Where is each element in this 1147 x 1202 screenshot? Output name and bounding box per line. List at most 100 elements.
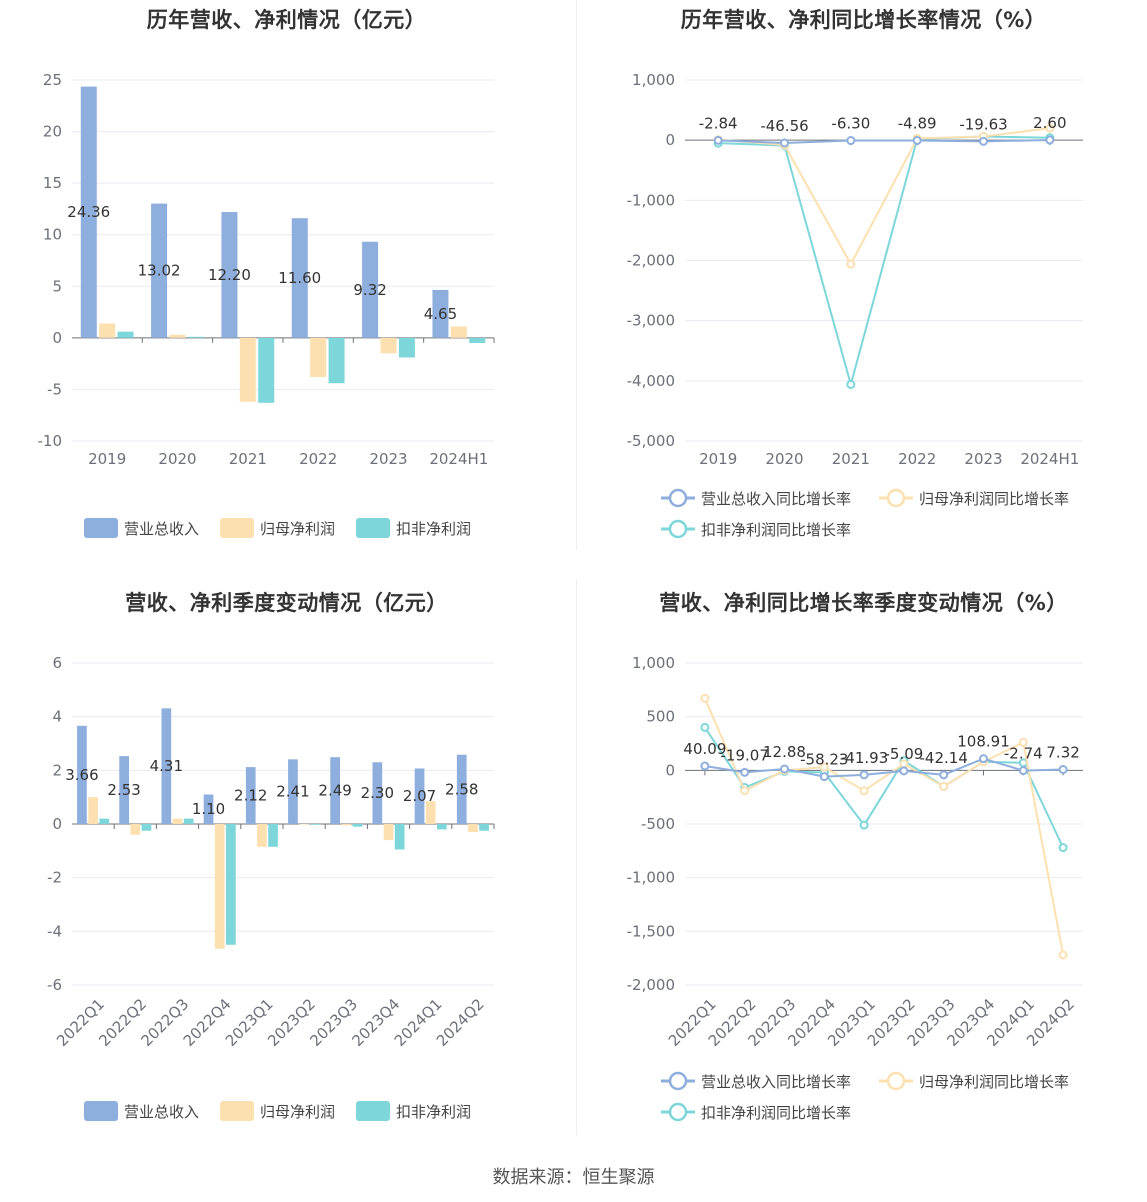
bar-net-profit [468,824,478,833]
bar-revenue [288,759,298,824]
bar-net-profit [88,797,98,824]
data-label: 3.66 [65,766,98,784]
bar-deducted-profit [226,824,236,945]
bar-deducted-profit [117,331,134,338]
data-point [700,693,710,703]
y-tick-label: -5,000 [627,432,675,450]
bar-revenue [161,708,172,824]
x-tick-label: 2023 [369,450,407,468]
legend-swatch [220,1101,254,1121]
annual-values-chart: 25 20 15 10 5 0 -5 -10 2019 2020 2021 2022 2023 2024H… [38,71,495,538]
legend-label: 扣非净利润同比增长率 [701,521,851,539]
bar-net-profit [380,337,397,354]
x-tick-label: 2024H1 [429,450,488,468]
y-tick-label: -500 [641,815,675,833]
y-tick-label: -6 [47,976,62,994]
data-label: 7.32 [1046,744,1079,762]
y-tick-label: 0 [665,761,675,779]
y-tick-label: 0 [52,329,62,347]
bar-net-profit [172,818,183,824]
data-point [899,766,909,776]
data-label: -19.07 [721,746,769,764]
data-label: 11.60 [278,269,321,287]
data-label: 40.09 [683,740,726,758]
bar-deducted-profit [258,337,275,403]
source-footer: 数据来源：恒生聚源 [492,1167,655,1188]
data-label: 24.36 [67,203,110,221]
legend-label: 扣非净利润同比增长率 [701,1104,851,1122]
bar-deducted-profit [398,337,415,358]
series-line [718,135,1050,389]
data-point [700,761,710,771]
bar-revenue [80,86,97,338]
data-point [939,781,949,791]
x-tick-label: 2021 [229,450,267,468]
data-label: 2.07 [403,787,436,805]
data-point [1018,737,1028,747]
legend-marker [668,519,688,539]
quarterly-values-panel: 营收、净利季度变动情况（亿元） 6 4 2 0 -2 -4 -6 2022Q1 2022Q2 20… [0,583,573,1166]
data-label: -6.30 [831,115,870,133]
bar-net-profit [130,824,141,835]
data-label: -42.14 [920,749,968,767]
legend-label: 营业总收入同比增长率 [701,490,851,508]
y-tick-label: 10 [43,226,62,244]
bar-net-profit [310,337,327,378]
legend-swatch [84,1101,118,1121]
x-tick-label: 2020 [158,450,196,468]
data-label: -2.74 [1004,745,1043,763]
x-tick-label: 2023 [964,450,1002,468]
series-line [718,127,1050,267]
data-label: 2.12 [234,787,267,805]
data-point [1045,135,1055,145]
legend-label: 归母净利润 [260,520,335,538]
y-tick-label: 4 [52,708,62,726]
y-tick-label: 15 [43,174,62,192]
bar-revenue [362,241,379,338]
legend-marker [886,1071,906,1091]
data-label: 2.60 [1033,114,1066,132]
chart-title: 营收、净利季度变动情况（亿元） [125,591,448,615]
bar-net-profit [214,824,225,949]
data-label: 4.31 [150,757,183,775]
bar-deducted-profit [328,337,345,384]
data-point [859,770,869,780]
data-label: 2.53 [107,781,140,799]
data-label: 4.65 [424,305,457,323]
data-label: -41.93 [840,749,888,767]
y-tick-label: 20 [43,123,62,141]
x-tick-label: 2024Q2 [433,995,488,1050]
y-tick-label: 1,000 [632,71,675,89]
legend-label: 归母净利润同比增长率 [919,1073,1069,1091]
data-label: 9.32 [353,281,386,299]
legend-label: 营业总收入 [124,1103,199,1121]
y-tick-label: 0 [665,131,675,149]
annual-growth-panel: 历年营收、净利同比增长率情况（%） 1,000 0 -1,000 -2,000 -3,0… [577,0,1147,583]
bar-deducted-profit [187,336,204,338]
legend-label: 归母净利润同比增长率 [919,490,1069,508]
data-point [979,136,988,146]
bar-deducted-profit [99,818,110,824]
data-label: -5.09 [884,745,923,763]
bar-revenue [456,754,467,824]
y-tick-label: 6 [52,654,62,672]
bar-net-profit [341,824,352,826]
bar-revenue [432,289,449,338]
divider [576,0,577,550]
y-tick-label: 25 [43,71,62,89]
y-tick-label: -4 [47,922,62,940]
bar-revenue [372,762,383,824]
chart-title: 历年营收、净利情况（亿元） [146,8,427,32]
bar-net-profit [450,326,467,338]
bar-deducted-profit [268,824,278,847]
data-point [713,135,723,145]
data-point [912,135,922,145]
data-point [846,136,856,146]
chart-title: 营收、净利同比增长率季度变动情况（%） [659,591,1068,615]
bar-deducted-profit [141,824,152,831]
x-tick-label: 2020 [765,450,803,468]
legend-swatch [84,518,118,538]
legend-label: 扣非净利润 [396,520,471,538]
x-tick-label: 2019 [88,450,126,468]
data-label: 2.30 [361,784,394,802]
